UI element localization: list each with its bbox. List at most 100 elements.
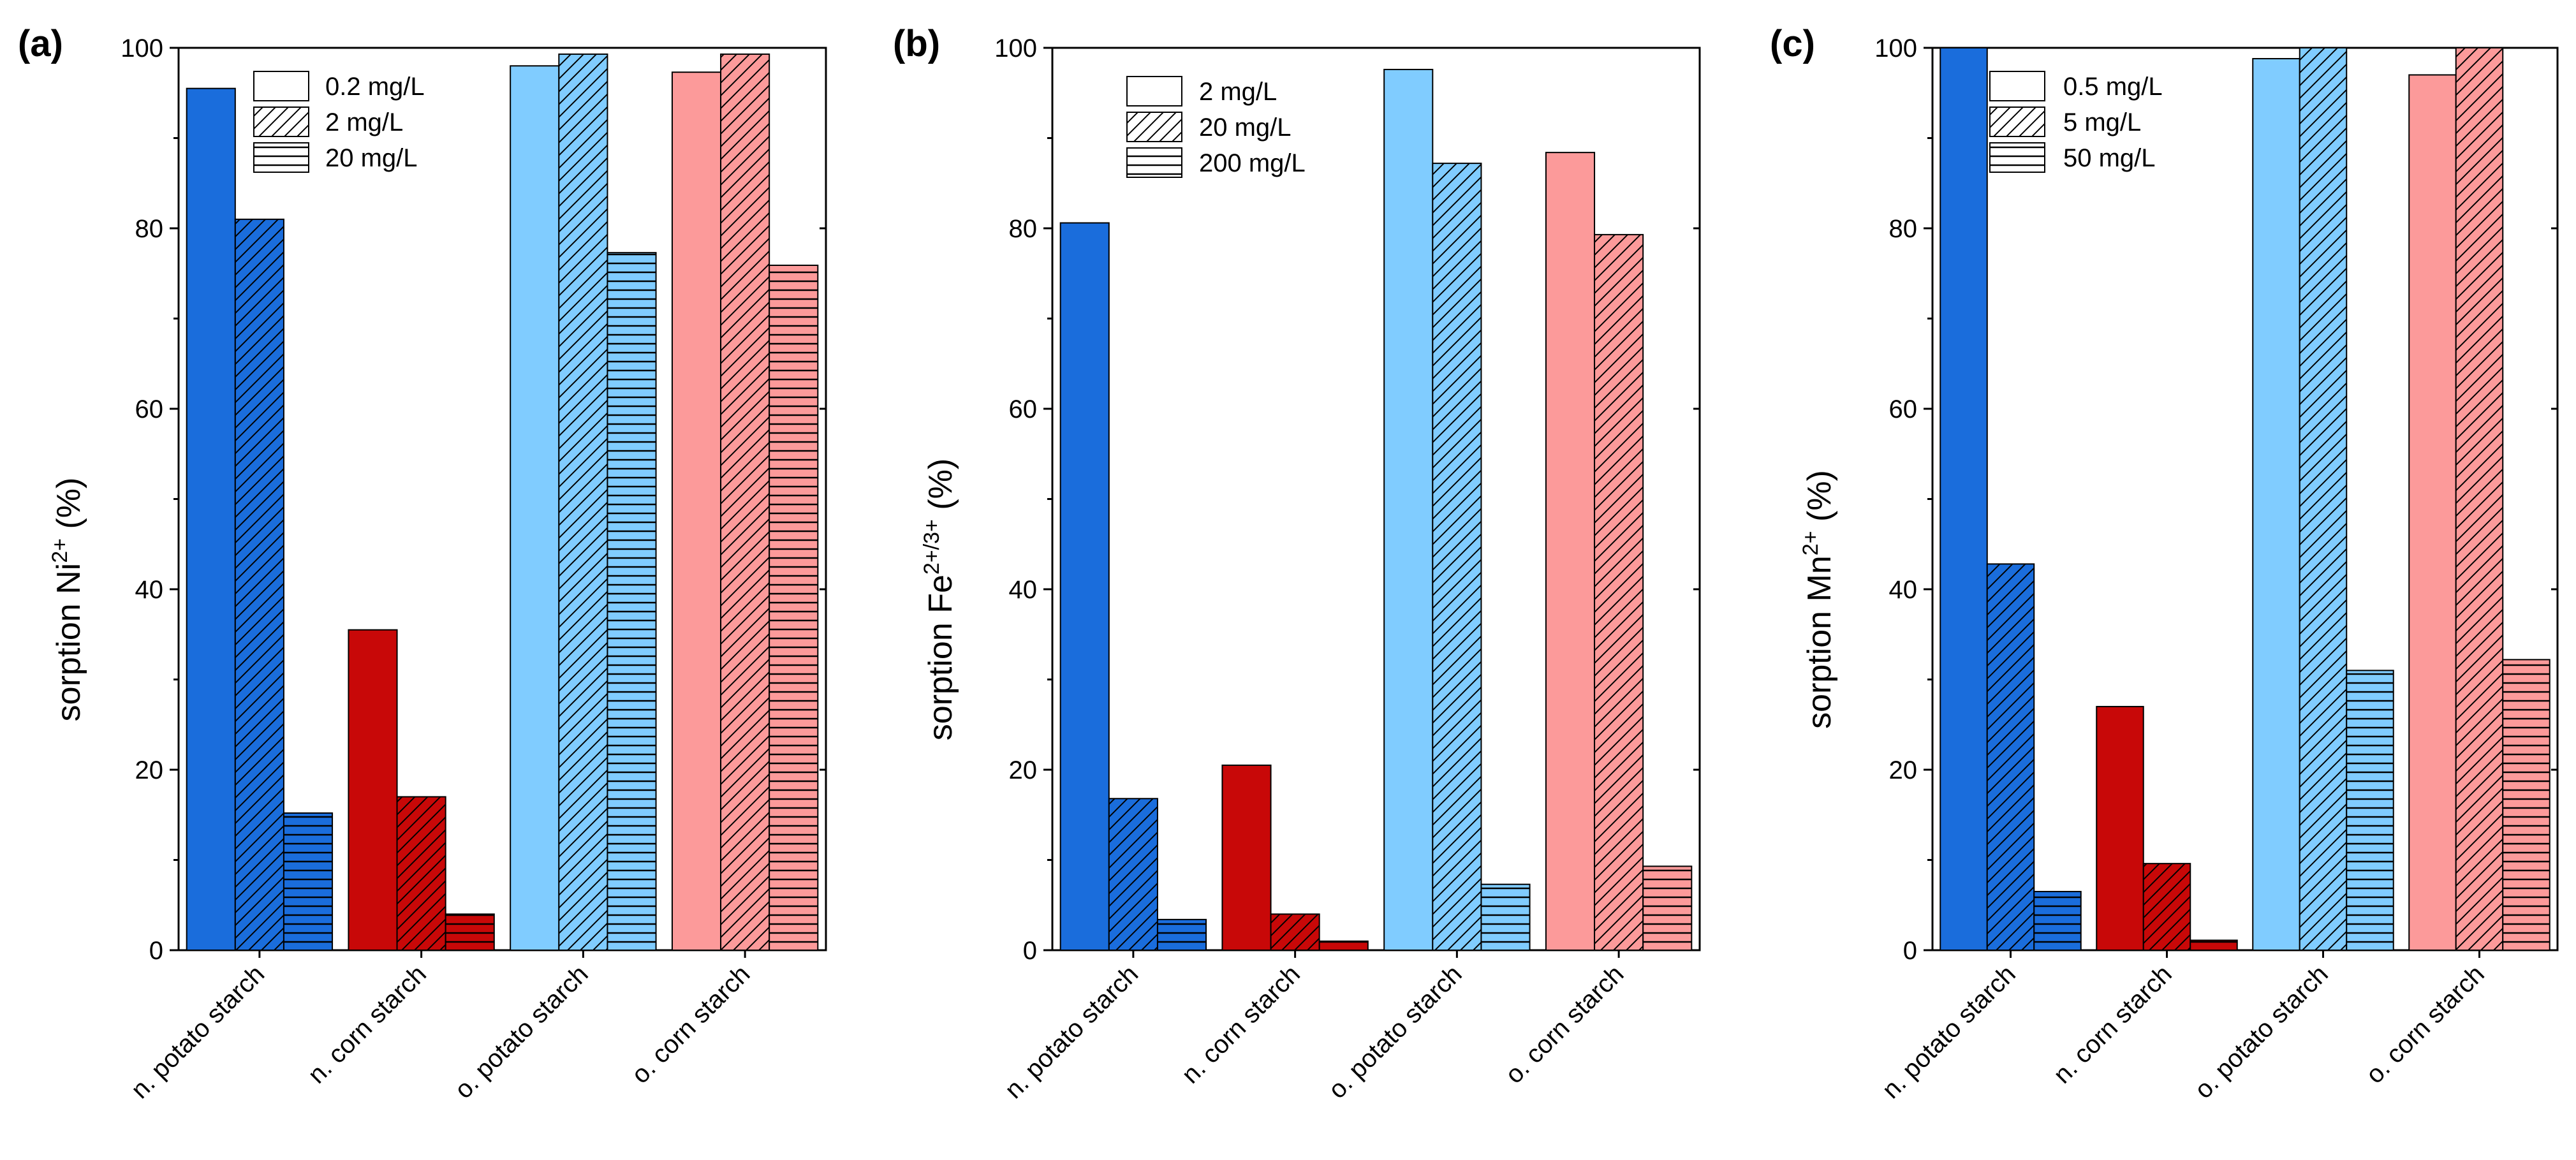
panel-b-ytick-label: 0 <box>1023 937 1037 965</box>
panel-b-legend-swatch-2 <box>1126 112 1182 142</box>
panel-a-plot: 0 20 40 60 80 100 n. potato starch n. corn star… <box>121 34 827 1104</box>
panel-b-category-label: o. potato starch <box>1323 960 1468 1104</box>
panel-c-ylabel-prefix: sorption Mn <box>1801 555 1838 729</box>
panel-a-bar-1-1 <box>396 796 446 951</box>
panel-b-legend-label-2: 20 mg/L <box>1199 114 1292 142</box>
panel-c: (c) sorption Mn2+ (%) 0 20 40 60 80 100 n. pot… <box>1770 23 2559 1104</box>
panel-a-bar-3-0 <box>671 71 722 951</box>
panel-b-category-label: n. corn starch <box>1177 960 1306 1089</box>
panel-a-category-label: n. potato starch <box>126 960 270 1104</box>
panel-b-ytick-label: 60 <box>1009 395 1038 423</box>
panel-a-bar-0-2 <box>283 812 334 951</box>
panel-b-legend-swatch-1 <box>1126 76 1182 106</box>
panel-a: (a) sorption Ni2+ (%) 0 20 40 60 80 100 n. pot… <box>18 23 827 1104</box>
panel-c-bar-0-2 <box>2033 891 2082 951</box>
panel-a-bar-1-0 <box>348 629 398 951</box>
panel-b-legend-swatch-3 <box>1126 147 1182 178</box>
panel-b-legend-label-3: 200 mg/L <box>1199 149 1306 177</box>
panel-c-category-label: o. corn starch <box>2360 960 2489 1089</box>
panel-b-legend-label-1: 2 mg/L <box>1199 78 1277 106</box>
panel-c-category-label: n. potato starch <box>1877 960 2021 1104</box>
panel-b-bar-1-1 <box>1270 913 1320 951</box>
panel-a-bar-0-0 <box>186 87 236 951</box>
panel-b-bar-2-2 <box>1480 883 1531 951</box>
panel-b-ytick-label: 40 <box>1009 576 1038 604</box>
panel-b-plot: 0 20 40 60 80 100 n. potato starch n. corn star… <box>994 34 1701 1104</box>
panel-c-ytick-label: 0 <box>1903 937 1917 965</box>
panel-b: (b) sorption Fe2+/3+ (%) 0 20 40 60 80 100 n. … <box>893 23 1701 1104</box>
panel-c-letter: (c) <box>1770 23 1815 64</box>
panel-c-legend-swatch-2 <box>1989 106 2045 137</box>
panel-a-ytick-label: 100 <box>121 34 163 62</box>
panel-b-bar-0-2 <box>1156 918 1207 951</box>
panel-a-category-label: o. potato starch <box>450 960 594 1104</box>
panel-a-letter: (a) <box>18 23 63 64</box>
panel-c-bar-2-2 <box>2346 670 2394 951</box>
panel-b-bar-3-0 <box>1545 152 1596 951</box>
panel-b-bar-1-0 <box>1221 764 1272 951</box>
panel-c-bar-2-0 <box>2252 57 2300 951</box>
panel-c-legend-label-1: 0.5 mg/L <box>2063 73 2163 101</box>
panel-c-ytick-label: 60 <box>1889 395 1918 423</box>
panel-a-legend-swatch-2 <box>253 106 309 137</box>
panel-a-legend: 0.2 mg/L 2 mg/L 20 mg/L <box>253 71 425 173</box>
panel-a-bar-2-2 <box>607 252 657 951</box>
panel-c-bar-1-1 <box>2142 863 2191 951</box>
panel-a-bar-0-1 <box>234 218 284 951</box>
panel-b-ytick-label: 100 <box>994 34 1037 62</box>
panel-a-bar-3-2 <box>769 265 819 951</box>
panel-b-bar-0-0 <box>1059 222 1110 951</box>
panel-c-ylabel: sorption Mn2+ (%) <box>1799 470 1838 729</box>
panel-b-ylabel: sorption Fe2+/3+ (%) <box>920 459 959 740</box>
panel-c-legend-label-2: 5 mg/L <box>2063 108 2141 136</box>
panel-a-ylabel: sorption Ni2+ (%) <box>48 478 87 722</box>
panel-a-ylabel-prefix: sorption Ni <box>50 563 87 722</box>
panel-c-category-label: o. potato starch <box>2190 960 2334 1104</box>
panel-a-bar-2-0 <box>510 65 560 951</box>
panel-b-bar-1-2 <box>1318 940 1369 951</box>
panel-a-legend-swatch-3 <box>253 142 309 173</box>
panel-b-legend: 2 mg/L 20 mg/L 200 mg/L <box>1126 76 1306 178</box>
panel-c-ytick-label: 20 <box>1889 756 1918 784</box>
panel-a-category-label: o. corn starch <box>626 960 755 1089</box>
panel-c-bar-0-0 <box>1939 47 1988 951</box>
panel-c-ytick-label: 80 <box>1889 215 1918 243</box>
panel-a-ytick-label: 60 <box>135 395 164 423</box>
panel-a-ytick-label: 0 <box>149 937 163 965</box>
panel-b-bar-0-1 <box>1108 798 1158 951</box>
panel-b-ylabel-prefix: sorption Fe <box>922 575 959 740</box>
panel-c-legend-swatch-1 <box>1989 71 2045 101</box>
panel-b-ylabel-suffix: (%) <box>922 459 959 519</box>
panel-a-ytick-label: 40 <box>135 576 164 604</box>
panel-a-ylabel-sup: 2+ <box>48 538 72 563</box>
panel-a-bar-3-1 <box>720 53 770 951</box>
panel-c-bar-1-0 <box>2096 705 2144 951</box>
panel-b-ylabel-sup: 2+/3+ <box>920 519 944 575</box>
panel-a-legend-label-2: 2 mg/L <box>325 108 403 136</box>
panel-a-ytick-label: 80 <box>135 215 164 243</box>
panel-c-bar-2-1 <box>2299 47 2348 951</box>
panel-c-bar-3-1 <box>2455 47 2504 951</box>
panel-b-bar-3-2 <box>1642 865 1693 951</box>
panel-b-category-label: o. corn starch <box>1500 960 1629 1089</box>
panel-b-bar-3-1 <box>1594 233 1644 951</box>
panel-b-bar-2-0 <box>1383 68 1434 951</box>
panel-b-bar-2-1 <box>1432 163 1482 951</box>
panel-c-ylabel-sup: 2+ <box>1799 531 1823 555</box>
panel-c-legend-label-3: 50 mg/L <box>2063 144 2156 172</box>
panel-b-letter: (b) <box>893 23 940 64</box>
panel-c-bar-0-1 <box>1986 563 2035 951</box>
panel-b-category-label: n. potato starch <box>999 960 1144 1104</box>
panel-a-ylabel-suffix: (%) <box>50 478 87 538</box>
panel-a-ytick-label: 20 <box>135 756 164 784</box>
panel-c-bar-1-2 <box>2190 939 2238 951</box>
panel-c-plot: 0 20 40 60 80 100 n. potato starch n. corn star… <box>1874 34 2559 1104</box>
panel-c-bar-3-2 <box>2502 659 2550 951</box>
panel-a-legend-label-1: 0.2 mg/L <box>325 73 425 101</box>
panel-b-ytick-label: 20 <box>1009 756 1038 784</box>
panel-c-ylabel-suffix: (%) <box>1801 470 1838 531</box>
panel-b-ytick-label: 80 <box>1009 215 1038 243</box>
panel-c-legend-swatch-3 <box>1989 142 2045 173</box>
panel-c-ytick-label: 100 <box>1874 34 1917 62</box>
